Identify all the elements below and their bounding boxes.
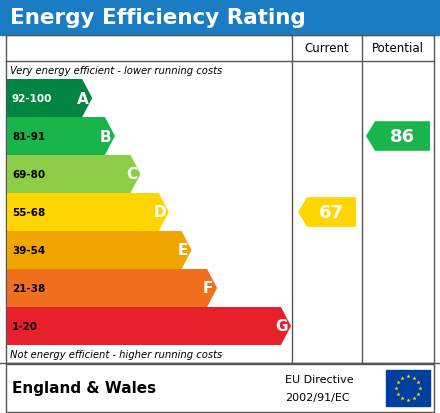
Text: F: F [203, 281, 213, 296]
Text: G: G [276, 319, 288, 334]
Polygon shape [7, 118, 115, 156]
Text: EU Directive: EU Directive [285, 374, 354, 384]
Text: Current: Current [304, 43, 349, 55]
Text: 2002/91/EC: 2002/91/EC [285, 392, 350, 402]
Bar [6, 36, 434, 363]
Text: 1-20: 1-20 [12, 321, 38, 331]
Text: Very energy efficient - lower running costs: Very energy efficient - lower running co… [10, 66, 222, 76]
Text: Not energy efficient - higher running costs: Not energy efficient - higher running co… [10, 349, 222, 359]
Text: 86: 86 [390, 128, 415, 146]
Text: 67: 67 [319, 204, 344, 221]
Text: Energy Efficiency Rating: Energy Efficiency Rating [10, 8, 306, 28]
Text: 92-100: 92-100 [12, 94, 52, 104]
Text: 21-38: 21-38 [12, 283, 45, 293]
Polygon shape [7, 307, 291, 345]
Text: C: C [126, 167, 137, 182]
Polygon shape [366, 122, 430, 152]
Polygon shape [7, 194, 169, 231]
Bar [0, 363, 440, 413]
Polygon shape [7, 80, 92, 118]
Polygon shape [7, 231, 191, 269]
Text: 55-68: 55-68 [12, 207, 45, 218]
Bar [386, 370, 430, 406]
Text: B: B [100, 129, 112, 144]
Bar [0, 0, 440, 36]
Text: E: E [177, 243, 188, 258]
Polygon shape [7, 156, 140, 194]
Bar [6, 364, 434, 412]
Text: England & Wales: England & Wales [12, 380, 156, 396]
Polygon shape [7, 269, 217, 307]
Text: 69-80: 69-80 [12, 170, 45, 180]
Text: A: A [77, 91, 89, 106]
Text: 81-91: 81-91 [12, 132, 45, 142]
Polygon shape [298, 198, 356, 227]
Text: Potential: Potential [372, 43, 424, 55]
Text: D: D [154, 205, 166, 220]
Text: 39-54: 39-54 [12, 245, 45, 255]
